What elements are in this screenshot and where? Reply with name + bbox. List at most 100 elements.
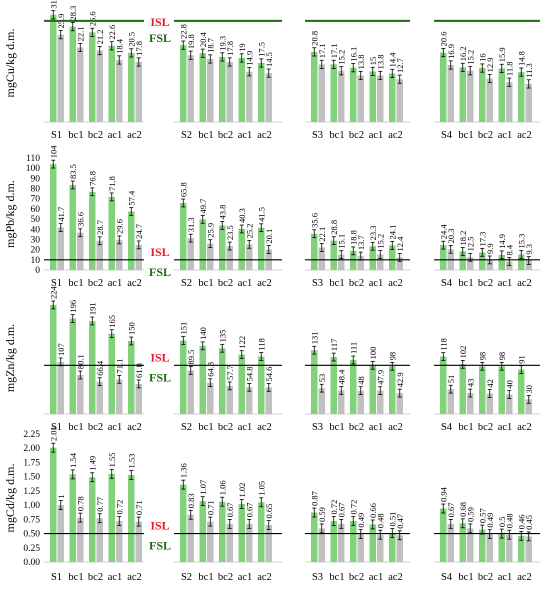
y-axis-label: mgZn/kg d.m. [3, 324, 17, 392]
category-label: bc1 [458, 130, 473, 141]
data-label: 19.8 [186, 34, 196, 49]
bar-grey [486, 259, 493, 270]
data-label: 15.2 [375, 234, 385, 249]
bar-green [498, 254, 505, 270]
bar-green [459, 67, 466, 122]
bar-green [330, 521, 337, 562]
category-label: bc2 [218, 422, 233, 433]
data-label: 20.5 [126, 32, 136, 47]
bar-grey [246, 71, 253, 122]
y-axis-label: mgPb/kg d.m. [3, 180, 17, 248]
category-label: ac1 [108, 422, 123, 433]
bar-green [498, 366, 505, 414]
category-label: bc2 [88, 572, 103, 583]
bar-green [50, 14, 57, 122]
category-label: ac2 [127, 572, 142, 583]
data-label: 80.1 [75, 354, 85, 369]
bar-green [50, 304, 57, 414]
data-label: 12.4 [395, 236, 405, 252]
category-label: S2 [181, 572, 192, 583]
bar-grey [265, 387, 272, 414]
bar-green [219, 501, 226, 562]
category-label: bc1 [68, 422, 83, 433]
bar-green [180, 45, 187, 123]
category-label: ac2 [257, 130, 272, 141]
data-label: 35.6 [309, 213, 319, 228]
bar-grey [486, 78, 493, 122]
data-label: 1.49 [87, 456, 97, 471]
category-label: bc1 [198, 278, 213, 289]
bar-grey [226, 61, 233, 122]
category-label: ac2 [388, 130, 403, 141]
data-label: 22.1 [317, 227, 327, 242]
data-label: 12.5 [465, 236, 475, 251]
category-label: bc1 [458, 278, 473, 289]
fsl-label: FSL [149, 370, 171, 384]
bar-grey [116, 379, 123, 414]
data-label: 41.5 [256, 207, 266, 222]
bar-green [389, 245, 396, 270]
data-label: 23.5 [225, 225, 235, 240]
bar-green [459, 523, 466, 562]
data-label: 191 [87, 302, 97, 315]
bar-grey [318, 388, 325, 414]
bar-grey [467, 393, 474, 414]
data-label: 122 [237, 336, 247, 349]
category-label: ac1 [238, 572, 253, 583]
bar-green [69, 474, 76, 562]
bar-grey [96, 50, 103, 123]
category-label: ac2 [257, 278, 272, 289]
data-label: 118 [438, 338, 448, 350]
site-group: 2.01 1 S1 1.54 0.78 bc1 1.49 0.77 bc2 1.55 0.72 ac1… [44, 426, 144, 583]
bar-grey [525, 83, 532, 122]
data-label: 0.57 [477, 508, 487, 523]
data-label: 14.4 [387, 52, 397, 68]
data-label: 0.66 [368, 503, 378, 518]
category-label: bc1 [458, 422, 473, 433]
bar-green [89, 32, 96, 122]
bar-green [369, 524, 376, 562]
bar-grey [357, 534, 364, 562]
site-group: 31.825.9S128.322.1bc126.621.2bc222.618.4… [44, 0, 144, 141]
bar-grey [318, 64, 325, 122]
data-label: 17.3 [477, 232, 487, 247]
data-label: 0.51 [387, 512, 397, 527]
data-label: 1.53 [126, 454, 136, 469]
data-label: 53 [317, 374, 327, 383]
bar-green [369, 365, 376, 414]
category-label: S2 [181, 422, 192, 433]
bar-grey [135, 383, 142, 414]
bar-grey [96, 518, 103, 562]
bar-grey [207, 521, 214, 562]
bar-green [69, 26, 76, 123]
y-axis-label: mgCd/kg d.m. [3, 463, 17, 532]
data-label: 54.8 [244, 367, 254, 382]
bar-grey [525, 260, 532, 270]
bar-green [479, 366, 486, 414]
data-label: 1 [56, 494, 66, 498]
bar-grey [525, 399, 532, 414]
bar-green [180, 484, 187, 562]
data-label: 83.5 [68, 164, 78, 179]
bar-green [311, 233, 318, 270]
y-tick-label: 0.75 [23, 515, 40, 525]
bar-green [219, 348, 226, 414]
data-label: 48 [356, 376, 366, 385]
category-label: bc2 [218, 130, 233, 141]
data-label: 17.1 [329, 43, 339, 58]
category-label: bc1 [458, 572, 473, 583]
data-label: 29.6 [114, 219, 124, 234]
data-label: 17.5 [256, 42, 266, 57]
data-label: 0.72 [114, 500, 124, 515]
bar-grey [207, 243, 214, 270]
site-group: 1.360.83S21.070.71bc11.060.67bc21.020.67… [174, 463, 282, 583]
data-label: 61.8 [134, 363, 144, 378]
data-label: 18.2 [458, 231, 468, 246]
bar-green [50, 447, 57, 562]
data-label: 0.48 [375, 513, 385, 528]
category-label: S4 [441, 422, 453, 433]
isl-label: ISL [150, 245, 169, 259]
category-label: bc2 [478, 130, 493, 141]
category-label: S3 [312, 422, 323, 433]
